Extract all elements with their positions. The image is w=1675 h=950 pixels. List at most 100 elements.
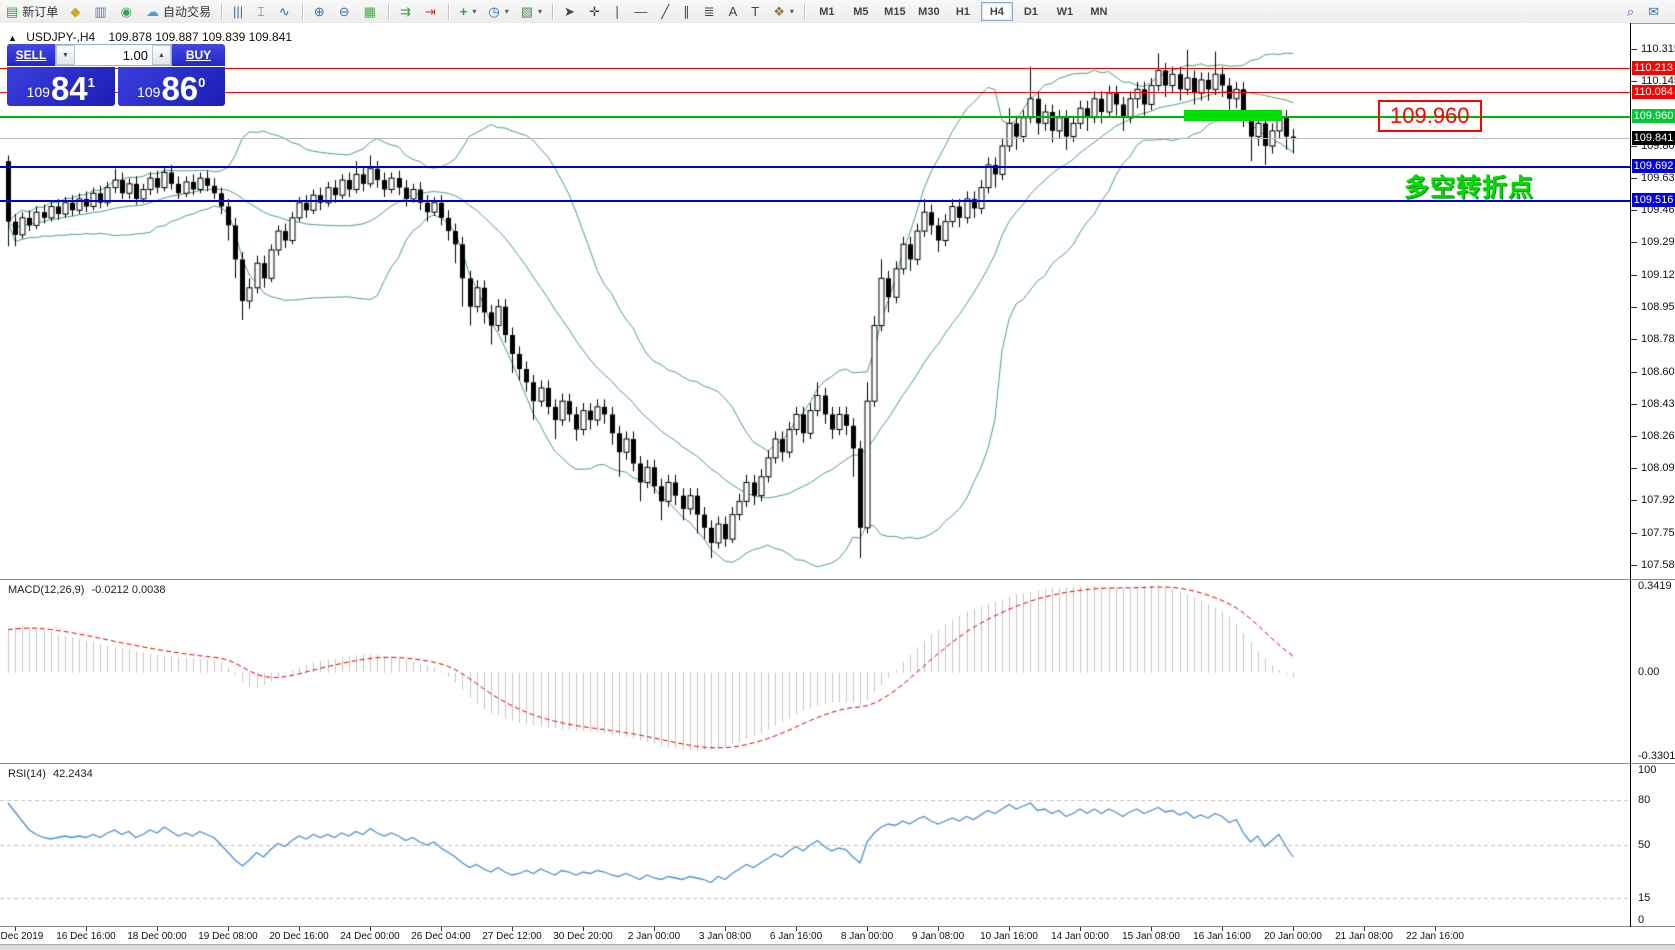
macd-axis-label: 0.00	[1638, 666, 1660, 678]
toolbar-right: ⌕ ✉	[1621, 0, 1667, 23]
signals-button[interactable]: ◉	[116, 1, 139, 22]
buy-price-display[interactable]: 109 86 0	[117, 67, 225, 106]
macd-pane-divider[interactable]	[0, 579, 1675, 580]
vertical-line-button[interactable]: ∣	[609, 1, 628, 22]
trendline-button[interactable]: ╱	[656, 1, 676, 22]
chevron-down-icon[interactable]: ▾	[504, 7, 509, 16]
sell-price-sup: 1	[87, 75, 95, 90]
time-axis-tick	[15, 927, 16, 931]
new-order-button[interactable]: ▤ 新订单	[1, 1, 63, 22]
auto-scroll-button[interactable]: ⇉	[395, 1, 418, 22]
market-watch-button[interactable]: ◆	[65, 1, 87, 22]
macd-axis-label: -0.3301	[1638, 750, 1675, 762]
bar-chart-button[interactable]: |||	[228, 1, 250, 22]
line-chart-button[interactable]: ∿	[274, 1, 297, 22]
chevron-down-icon[interactable]: ▾	[789, 7, 794, 16]
sell-price-display[interactable]: 109 84 1	[7, 67, 115, 106]
timeframe-h4-button[interactable]: H4	[980, 2, 1013, 21]
macd-chart-canvas[interactable]	[0, 580, 1630, 763]
tile-windows-button[interactable]: ▦	[359, 1, 383, 22]
horizontal-level-line-109.516[interactable]	[0, 200, 1630, 202]
time-axis-tick	[1435, 927, 1436, 931]
toolbar-separator	[803, 3, 806, 20]
horizontal-level-line-110.084[interactable]	[0, 92, 1630, 93]
vertical-line-icon: ∣	[613, 4, 621, 19]
horizontal-level-line-109.960[interactable]	[0, 116, 1630, 118]
candlestick-chart-button[interactable]: ⌶	[252, 1, 272, 22]
templates-button[interactable]: ▧ ▾	[516, 1, 547, 22]
autotrading-button[interactable]: ☁ 自动交易	[141, 1, 216, 22]
text-button[interactable]: A	[724, 1, 745, 22]
chat-button[interactable]: ✉	[1643, 1, 1666, 22]
tile-windows-icon: ▦	[363, 4, 376, 19]
text-icon: A	[728, 4, 738, 19]
cursor-icon: ➤	[564, 4, 575, 19]
chevron-down-icon[interactable]: ▾	[538, 7, 543, 16]
time-axis-label: 15 Jan 08:00	[1122, 931, 1180, 942]
horizontal-line-button[interactable]: ―	[629, 1, 654, 22]
volume-decrease-button[interactable]: ▼	[56, 45, 75, 65]
price-level-label[interactable]: 109.960	[1378, 100, 1482, 132]
trendline-icon: ╱	[661, 4, 670, 19]
indicators-button[interactable]: + ▾	[455, 1, 482, 22]
volume-increase-button[interactable]: ▲	[152, 45, 171, 65]
price-axis-label: 110.315	[1641, 43, 1675, 55]
zoom-in-button[interactable]: ⊕	[309, 1, 332, 22]
text-label-icon: T	[751, 4, 760, 19]
time-axis[interactable]: 13 Dec 2019 16 Dec 16:00 18 Dec 00:00 19 De…	[0, 927, 1675, 944]
search-button[interactable]: ⌕	[1622, 1, 1641, 22]
horizontal-level-line-109.841[interactable]	[0, 138, 1630, 139]
time-axis-label: 18 Dec 00:00	[127, 931, 187, 942]
price-badge-110.084: 110.084	[1632, 85, 1675, 99]
timeframe-m5-button[interactable]: M5	[853, 5, 869, 18]
line-chart-icon: ∿	[278, 4, 290, 19]
text-label-button[interactable]: T	[746, 1, 766, 22]
zoom-out-icon: ⊖	[338, 4, 350, 19]
crosshair-button[interactable]: ✛	[584, 1, 607, 22]
time-axis-label: 20 Jan 00:00	[1264, 931, 1322, 942]
time-axis-label: 16 Jan 16:00	[1193, 931, 1251, 942]
price-axis-label: 109.120	[1641, 269, 1675, 281]
time-axis-tick	[512, 927, 513, 931]
cursor-button[interactable]: ➤	[559, 1, 582, 22]
rsi-axis-label: 0	[1638, 914, 1645, 926]
timeframe-mn-button[interactable]: MN	[1090, 5, 1108, 18]
timeframe-m1-button[interactable]: M1	[819, 5, 835, 18]
horizontal-level-line-110.213[interactable]	[0, 68, 1630, 69]
timeframe-m30-button[interactable]: M30	[918, 5, 940, 18]
chevron-down-icon[interactable]: ▾	[472, 7, 477, 16]
collapse-one-click-arrow[interactable]: ▲	[8, 33, 17, 43]
rsi-axis-label: 100	[1638, 764, 1657, 776]
time-axis-label: 2 Jan 00:00	[627, 931, 681, 942]
timeframe-d1-button[interactable]: D1	[1023, 5, 1038, 18]
arrows-button[interactable]: ❖ ▾	[768, 1, 799, 22]
price-axis-label: 109.460	[1641, 204, 1675, 216]
price-axis-tick	[1631, 242, 1637, 243]
rsi-axis-label: 15	[1638, 892, 1651, 904]
periods-button[interactable]: ◷ ▾	[483, 1, 513, 22]
sell-button[interactable]: SELL	[7, 44, 55, 66]
price-axis-label: 108.605	[1641, 366, 1675, 378]
price-axis-label: 110.145	[1641, 75, 1675, 87]
price-axis-tick	[1631, 533, 1637, 534]
time-axis-tick	[441, 927, 442, 931]
equidistant-channel-button[interactable]: ∥	[678, 1, 697, 22]
data-window-button[interactable]: ▥	[89, 1, 113, 22]
time-axis-tick	[583, 927, 584, 931]
horizontal-level-line-109.692[interactable]	[0, 166, 1630, 168]
fibonacci-button[interactable]: ≣	[699, 1, 722, 22]
rsi-pane-divider[interactable]	[0, 763, 1675, 764]
turning-point-note[interactable]: 多空转折点	[1404, 174, 1535, 202]
chart-shift-button[interactable]: ⇥	[420, 1, 443, 22]
price-axis-label: 108.950	[1641, 301, 1675, 313]
timeframe-w1-button[interactable]: W1	[1056, 5, 1074, 18]
timeframe-h1-button[interactable]: H1	[955, 5, 970, 18]
zoom-out-button[interactable]: ⊖	[334, 1, 357, 22]
timeframe-m15-button[interactable]: M15	[884, 5, 906, 18]
rsi-chart-canvas[interactable]	[0, 764, 1630, 926]
buy-button[interactable]: BUY	[172, 44, 225, 66]
price-axis-tick	[1631, 372, 1637, 373]
support-zone-rectangle[interactable]	[1184, 110, 1282, 121]
volume-input[interactable]	[75, 45, 152, 65]
main-chart-canvas[interactable]	[0, 23, 1630, 580]
